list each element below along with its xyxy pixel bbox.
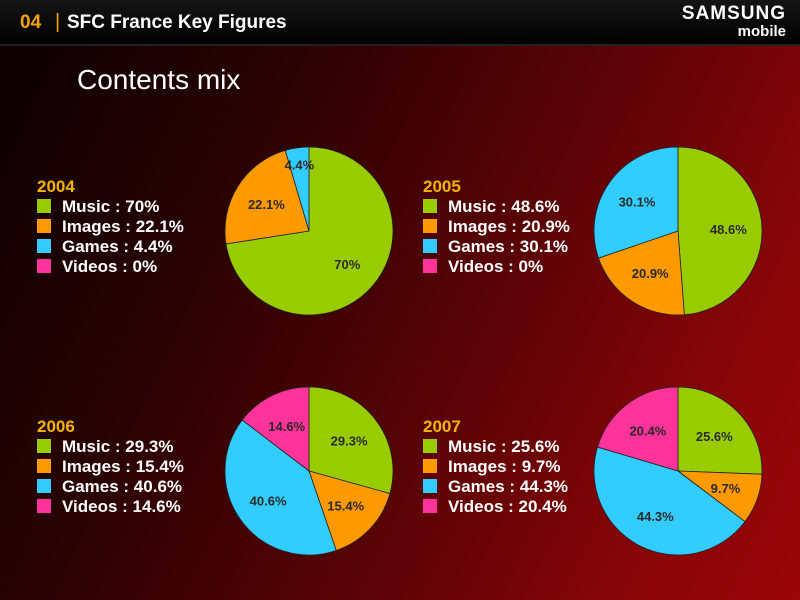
swatch-music bbox=[37, 439, 51, 453]
legend-2006: 2006 Music : 29.3% Images : 15.4% Games … bbox=[37, 417, 237, 517]
swatch-videos bbox=[423, 499, 437, 513]
pie-data-label: 20.9% bbox=[632, 266, 669, 281]
pie-slice-music bbox=[308, 386, 394, 495]
pie-slice-games bbox=[224, 419, 337, 556]
pie-data-label: 4.4% bbox=[285, 158, 315, 173]
pie-slice-games bbox=[593, 446, 746, 556]
pie-data-label: 70% bbox=[334, 257, 360, 272]
pie-slice-images bbox=[224, 149, 310, 245]
legend-label: Games : 44.3% bbox=[448, 477, 569, 496]
pie-chart-2005: 48.6% 20.9% 30.1% bbox=[593, 146, 763, 316]
swatch-games bbox=[423, 479, 437, 493]
swatch-images bbox=[37, 459, 51, 473]
pie-slice-games bbox=[593, 146, 679, 259]
swatch-images bbox=[423, 459, 437, 473]
legend-item-videos: Videos : 0% bbox=[37, 257, 237, 277]
pie-chart-2006: 29.3% 15.4% 40.6% 14.6% bbox=[224, 386, 394, 556]
slide-subtitle: Contents mix bbox=[77, 64, 241, 95]
pie-data-label: 30.1% bbox=[619, 195, 656, 210]
swatch-games bbox=[37, 239, 51, 253]
pie-slice-music bbox=[677, 386, 763, 475]
legend-label: Videos : 0% bbox=[448, 257, 544, 276]
legend-label: Games : 4.4% bbox=[62, 237, 173, 256]
legend-label: Images : 20.9% bbox=[448, 217, 570, 236]
legend-item-music: Music : 25.6% bbox=[423, 437, 623, 457]
legend-label: Games : 30.1% bbox=[448, 237, 569, 256]
swatch-videos bbox=[37, 499, 51, 513]
legend-item-games: Games : 40.6% bbox=[37, 477, 237, 497]
pie-chart-2004: 70% 22.1% 4.4% bbox=[224, 146, 394, 316]
legend-item-games: Games : 30.1% bbox=[423, 237, 623, 257]
pie-slice-games bbox=[284, 146, 310, 232]
legend-item-images: Images : 15.4% bbox=[37, 457, 237, 477]
pie-chart-2007: 25.6% 9.7% 44.3% 20.4% bbox=[593, 386, 763, 556]
pie-slice-videos bbox=[596, 386, 679, 472]
pie-data-label: 25.6% bbox=[696, 429, 733, 444]
swatch-images bbox=[37, 219, 51, 233]
pie-data-label: 29.3% bbox=[331, 434, 368, 449]
legend-label: Music : 25.6% bbox=[448, 437, 560, 456]
swatch-videos bbox=[423, 259, 437, 273]
pie-slice-images bbox=[308, 470, 391, 551]
legend-year: 2006 bbox=[37, 417, 75, 436]
legend-label: Music : 70% bbox=[62, 197, 160, 216]
header-separator: | bbox=[55, 11, 61, 33]
legend-item-music: Music : 48.6% bbox=[423, 197, 623, 217]
legend-2005: 2005 Music : 48.6% Images : 20.9% Games … bbox=[423, 177, 623, 277]
pie-data-label: 44.3% bbox=[637, 509, 674, 524]
legend-2007: 2007 Music : 25.6% Images : 9.7% Games :… bbox=[423, 417, 623, 517]
legend-label: Videos : 14.6% bbox=[62, 497, 181, 516]
legend-item-videos: Videos : 14.6% bbox=[37, 497, 237, 517]
legend-item-music: Music : 70% bbox=[37, 197, 237, 217]
brand-subline: mobile bbox=[737, 23, 786, 40]
pie-data-label: 14.6% bbox=[268, 419, 305, 434]
pie-data-label: 48.6% bbox=[710, 222, 747, 237]
brand-logo: SAMSUNG mobile bbox=[682, 4, 786, 40]
legend-year: 2005 bbox=[423, 177, 461, 196]
legend-item-images: Images : 22.1% bbox=[37, 217, 237, 237]
legend-item-games: Games : 4.4% bbox=[37, 237, 237, 257]
header-bar: 04 | SFC France Key Figures SAMSUNG mobi… bbox=[0, 0, 800, 46]
legend-label: Music : 29.3% bbox=[62, 437, 174, 456]
page-title: SFC France Key Figures bbox=[67, 12, 287, 33]
pie-data-label: 22.1% bbox=[248, 197, 285, 212]
legend-label: Images : 9.7% bbox=[448, 457, 561, 476]
legend-label: Music : 48.6% bbox=[448, 197, 560, 216]
brand-name: SAMSUNG bbox=[681, 3, 786, 24]
swatch-games bbox=[423, 239, 437, 253]
pie-data-label: 40.6% bbox=[250, 494, 287, 509]
legend-label: Videos : 0% bbox=[62, 257, 158, 276]
swatch-music bbox=[423, 199, 437, 213]
pie-slice-images bbox=[597, 230, 685, 316]
legend-label: Images : 15.4% bbox=[62, 457, 184, 476]
legend-label: Videos : 20.4% bbox=[448, 497, 567, 516]
swatch-games bbox=[37, 479, 51, 493]
swatch-videos bbox=[37, 259, 51, 273]
legend-year: 2007 bbox=[423, 417, 461, 436]
legend-item-videos: Videos : 0% bbox=[423, 257, 623, 277]
pie-slice-music bbox=[225, 146, 394, 316]
swatch-music bbox=[37, 199, 51, 213]
section-number: 04 bbox=[20, 12, 42, 33]
legend-item-music: Music : 29.3% bbox=[37, 437, 237, 457]
legend-item-images: Images : 20.9% bbox=[423, 217, 623, 237]
legend-label: Games : 40.6% bbox=[62, 477, 183, 496]
pie-slice-music bbox=[677, 146, 763, 316]
legend-label: Images : 22.1% bbox=[62, 217, 184, 236]
legend-year: 2004 bbox=[37, 177, 75, 196]
pie-data-label: 20.4% bbox=[629, 424, 666, 439]
pie-slice-videos bbox=[241, 386, 310, 472]
legend-item-games: Games : 44.3% bbox=[423, 477, 623, 497]
swatch-images bbox=[423, 219, 437, 233]
legend-item-videos: Videos : 20.4% bbox=[423, 497, 623, 517]
pie-data-label: 9.7% bbox=[711, 481, 741, 496]
legend-2004: 2004 Music : 70% Images : 22.1% Games : … bbox=[37, 177, 237, 277]
pie-data-label: 15.4% bbox=[327, 499, 364, 514]
legend-item-images: Images : 9.7% bbox=[423, 457, 623, 477]
swatch-music bbox=[423, 439, 437, 453]
